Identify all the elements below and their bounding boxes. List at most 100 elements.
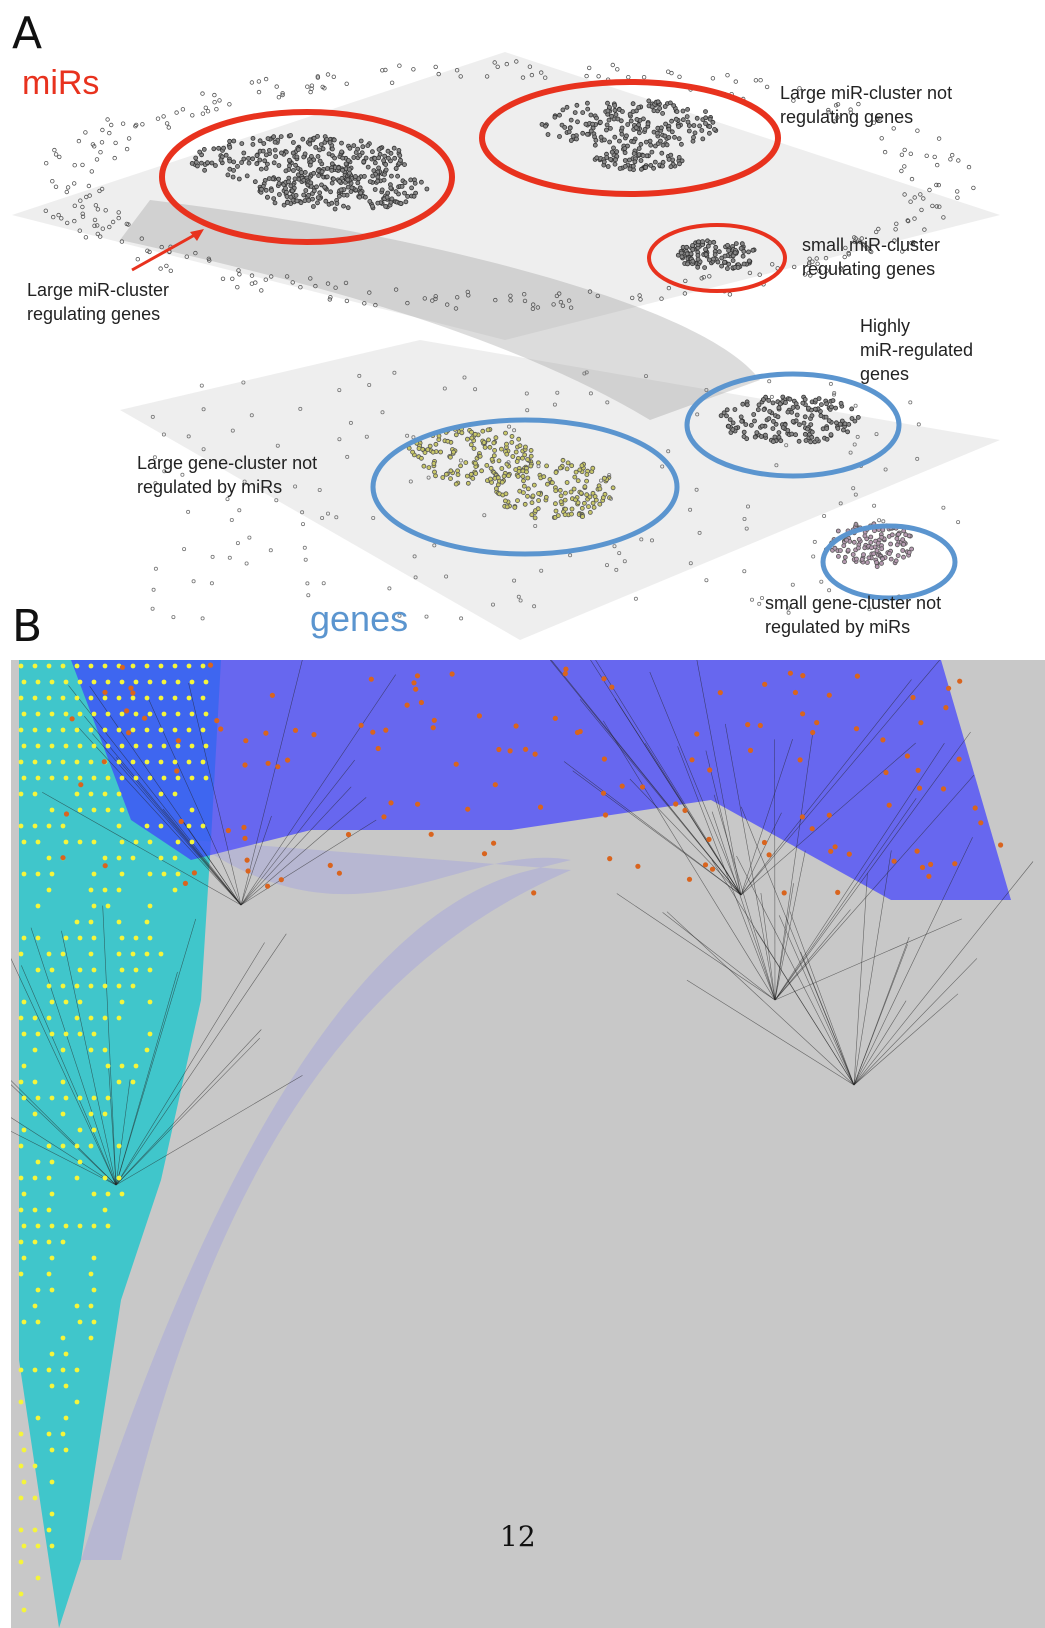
network-node [718, 413, 724, 419]
network-node [18, 695, 24, 701]
network-node [164, 121, 170, 126]
network-node [711, 239, 717, 245]
network-node [683, 278, 688, 284]
network-node [800, 673, 806, 679]
network-node [553, 470, 559, 475]
network-node [602, 812, 609, 818]
network-node [21, 1191, 27, 1197]
network-node [308, 180, 314, 186]
network-node [147, 1031, 153, 1037]
network-node [88, 759, 94, 765]
network-node [442, 386, 447, 391]
network-node [88, 1303, 94, 1309]
network-node [35, 1031, 41, 1037]
network-edge [800, 951, 855, 1086]
network-node [398, 157, 403, 163]
network-node [785, 409, 791, 415]
network-node [301, 177, 307, 183]
network-node [244, 857, 250, 863]
network-node [220, 276, 226, 281]
network-node [46, 1239, 52, 1245]
network-node [21, 711, 27, 717]
network-node [151, 587, 156, 592]
network-edge [755, 929, 855, 1086]
network-node [539, 70, 544, 75]
network-node [465, 289, 470, 295]
network-node [273, 154, 279, 159]
network-node [91, 144, 97, 149]
network-node [498, 446, 504, 452]
network-node [618, 118, 624, 124]
network-node [257, 157, 263, 163]
network-node [568, 489, 574, 495]
network-node [695, 412, 700, 417]
network-node [130, 983, 136, 989]
network-edge [853, 837, 973, 1086]
network-node [579, 505, 585, 511]
network-node [315, 153, 321, 159]
network-node [904, 753, 911, 759]
network-edge [853, 861, 1034, 1086]
network-node [227, 166, 233, 172]
network-node [455, 472, 461, 478]
network-node [660, 111, 665, 116]
network-node [848, 450, 853, 455]
network-node [726, 248, 731, 253]
black-edge-fans [11, 660, 1034, 1186]
network-node [663, 121, 668, 127]
network-node [507, 424, 512, 429]
network-node [569, 463, 575, 469]
network-node [876, 226, 881, 232]
panel-b-svg [11, 660, 1034, 1628]
network-node [745, 722, 751, 728]
network-node [453, 306, 459, 311]
network-edge [789, 911, 855, 1086]
network-node [842, 421, 848, 427]
network-node [631, 151, 637, 157]
network-node [590, 490, 596, 496]
network-node [235, 285, 240, 290]
network-node [74, 791, 80, 797]
network-node [756, 402, 762, 408]
network-node [761, 839, 768, 846]
network-node [459, 430, 465, 436]
network-node [725, 266, 730, 272]
network-node [495, 482, 501, 488]
network-node [464, 473, 470, 479]
network-edge [240, 660, 303, 906]
network-node [18, 1495, 24, 1501]
network-node [210, 554, 215, 559]
network-node [614, 567, 619, 572]
network-node [212, 163, 218, 168]
network-node [116, 791, 122, 797]
network-node [393, 189, 399, 195]
network-node [147, 967, 153, 973]
network-node [569, 506, 575, 512]
network-node [594, 155, 600, 161]
network-node [231, 167, 237, 173]
network-node [256, 89, 262, 95]
network-node [666, 449, 671, 454]
network-node [200, 616, 205, 621]
network-node [266, 176, 272, 182]
network-node [514, 459, 520, 464]
network-node [63, 811, 70, 817]
network-node [102, 695, 108, 701]
network-node [93, 203, 99, 208]
network-node [405, 433, 410, 438]
network-node [395, 173, 401, 179]
network-node [64, 220, 70, 226]
network-node [562, 671, 568, 677]
network-node [607, 139, 612, 145]
network-node [105, 903, 111, 909]
network-node [639, 166, 644, 172]
network-node [646, 98, 652, 104]
network-edge [774, 774, 975, 1001]
network-node [362, 194, 368, 200]
network-node [46, 1143, 52, 1149]
network-edge [740, 679, 912, 896]
network-node [567, 125, 573, 131]
network-edge [778, 915, 855, 1086]
network-node [482, 444, 488, 450]
network-node [63, 839, 69, 845]
